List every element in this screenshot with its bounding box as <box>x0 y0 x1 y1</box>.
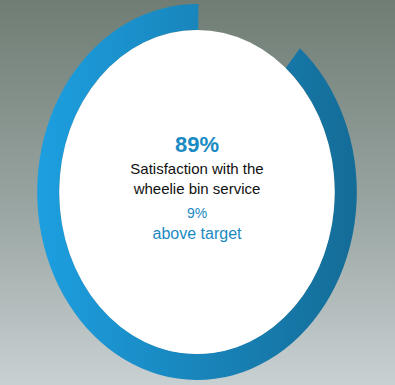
title-line: wheelie bin service <box>133 180 261 197</box>
ring <box>37 4 357 380</box>
data-label: 89% <box>175 132 219 157</box>
title-line: Satisfaction with the <box>130 160 263 177</box>
annotation-value: 9% <box>187 205 207 221</box>
gauge-arc <box>37 4 357 380</box>
annotation-text: above target <box>153 225 243 242</box>
chart: 89% Satisfaction with the wheelie bin serv… <box>0 0 395 385</box>
plot-area <box>37 4 357 380</box>
texts: 89% Satisfaction with the wheelie bin serv… <box>130 132 263 242</box>
inner-disc <box>59 30 334 354</box>
title: Satisfaction with the wheelie bin service <box>130 160 263 197</box>
background <box>0 0 395 385</box>
